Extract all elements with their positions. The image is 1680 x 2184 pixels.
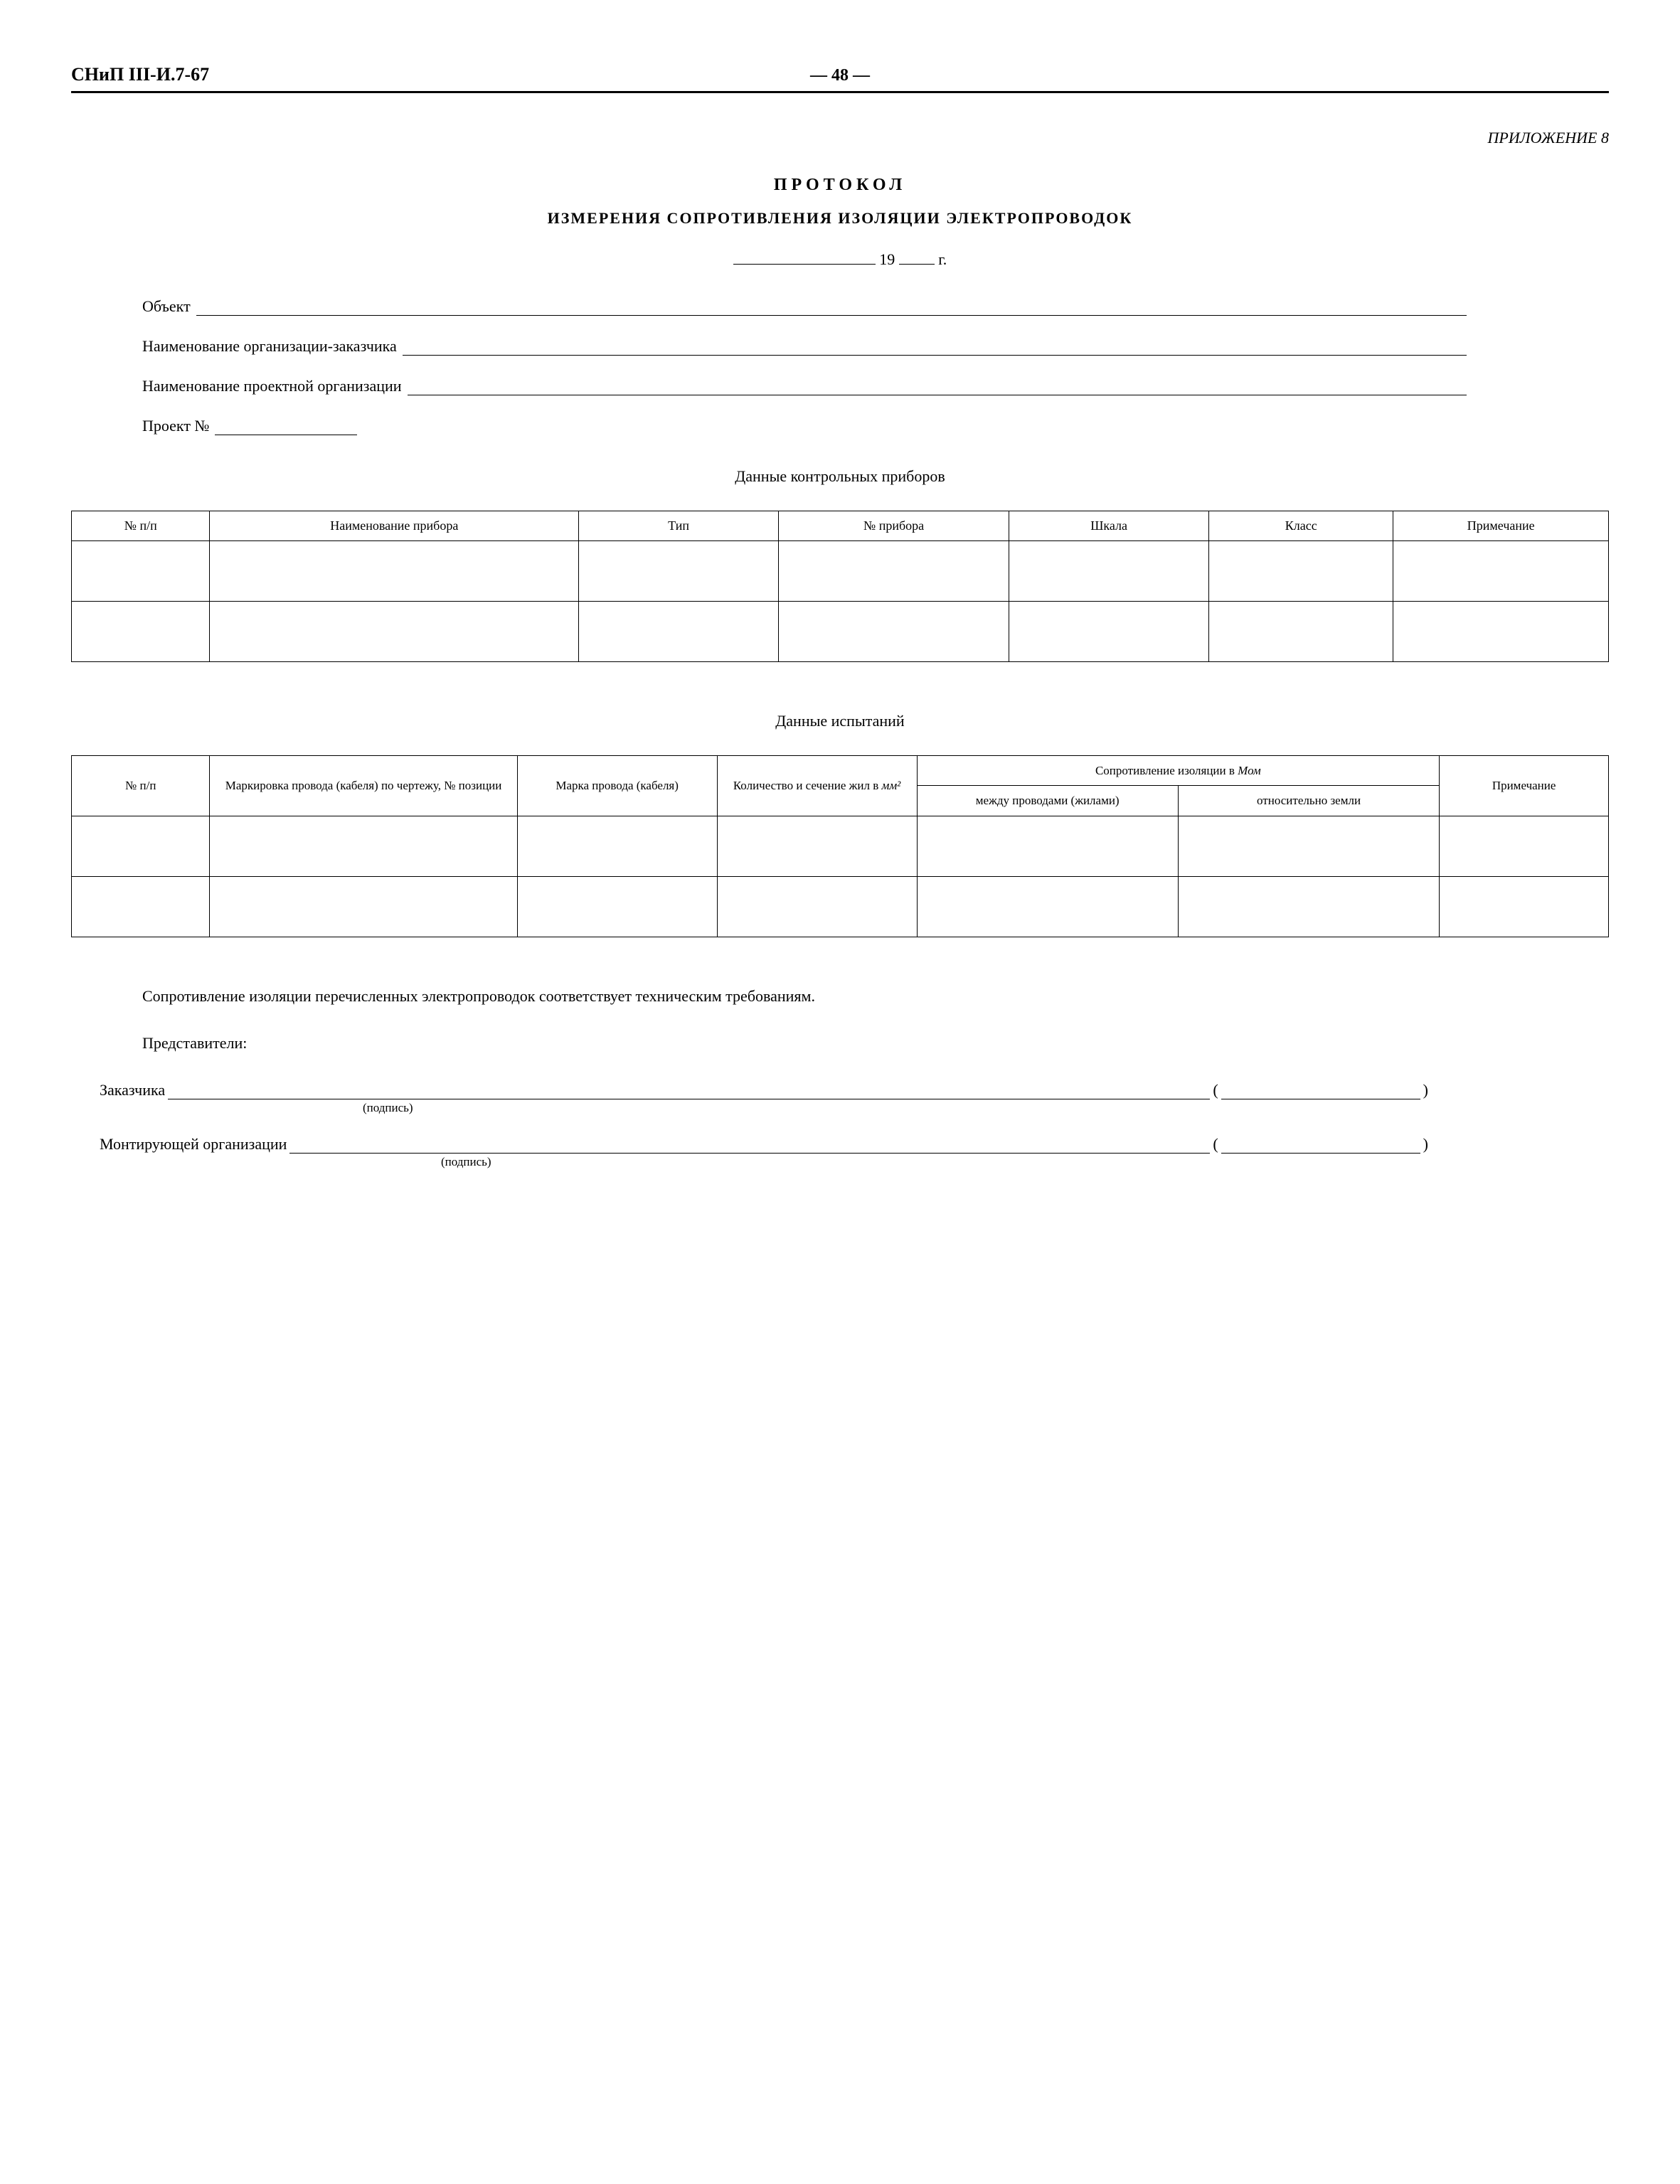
col-type: Тип xyxy=(579,511,779,541)
sig-customer-caption: (подпись) xyxy=(363,1101,1431,1115)
field-object: Объект xyxy=(142,297,1467,316)
document-code: СНиП III-И.7-67 xyxy=(71,64,209,85)
paren-close: ) xyxy=(1423,1135,1428,1154)
col2-qty-section: Количество и сечение жил в мм² xyxy=(717,756,917,816)
conclusion-text: Сопротивление изоляции перечисленных эле… xyxy=(142,987,1609,1006)
col-instrument-no: № прибора xyxy=(779,511,1009,541)
col2-npp: № п/п xyxy=(72,756,210,816)
tests-table: № п/п Маркировка провода (кабеля) по чер… xyxy=(71,755,1609,937)
field-customer-org-underline xyxy=(403,340,1467,356)
paren-open: ( xyxy=(1213,1135,1218,1154)
col-scale: Шкала xyxy=(1009,511,1209,541)
date-line: 19 г. xyxy=(71,249,1609,269)
field-customer-org: Наименование организации-заказчика xyxy=(142,337,1467,356)
field-object-label: Объект xyxy=(142,297,191,316)
date-blank-day-month xyxy=(733,249,876,265)
field-design-org-label: Наименование проектной организации xyxy=(142,377,402,395)
col-class: Класс xyxy=(1209,511,1393,541)
signature-line: Монтирующей организации ( ) xyxy=(100,1135,1431,1154)
paren-close: ) xyxy=(1423,1081,1428,1099)
table-row xyxy=(72,876,1609,937)
date-blank-year xyxy=(899,249,935,265)
sig-customer-name-underline xyxy=(1221,1084,1420,1099)
table-row xyxy=(72,816,1609,876)
appendix-label: ПРИЛОЖЕНИЕ 8 xyxy=(71,129,1609,147)
sig-customer-label: Заказчика xyxy=(100,1081,165,1099)
field-project-no-label: Проект № xyxy=(142,417,209,435)
instruments-table: № п/п Наименование прибора Тип № прибора… xyxy=(71,511,1609,662)
field-object-underline xyxy=(196,300,1467,316)
protocol-title: ПРОТОКОЛ xyxy=(71,176,1609,195)
date-year-suffix: г. xyxy=(938,250,947,268)
page-number: — 48 — xyxy=(810,66,870,85)
table-row xyxy=(72,602,1609,662)
col-instrument-name: Наименование прибора xyxy=(210,511,579,541)
sig-contractor-underline xyxy=(289,1138,1210,1154)
table-header-row-1: № п/п Маркировка провода (кабеля) по чер… xyxy=(72,756,1609,786)
page-header: СНиП III-И.7-67 — 48 — xyxy=(71,64,1609,93)
col2-note: Примечание xyxy=(1440,756,1609,816)
protocol-subtitle: ИЗМЕРЕНИЯ СОПРОТИВЛЕНИЯ ИЗОЛЯЦИИ ЭЛЕКТРО… xyxy=(71,209,1609,228)
sig-contractor-caption: (подпись) xyxy=(441,1155,1431,1169)
field-design-org: Наименование проектной организации xyxy=(142,377,1467,395)
field-design-org-underline xyxy=(408,380,1467,395)
sig-contractor-label: Монтирующей организации xyxy=(100,1135,287,1154)
field-project-no-underline xyxy=(215,420,357,435)
date-year-prefix: 19 xyxy=(879,250,895,268)
col-note: Примечание xyxy=(1393,511,1609,541)
col2-to-ground: относительно земли xyxy=(1178,786,1439,816)
col2-resistance-header: Сопротивление изоляции в Мом xyxy=(917,756,1440,786)
sig-customer-underline xyxy=(168,1084,1210,1099)
signature-customer: Заказчика ( ) (подпись) xyxy=(100,1081,1431,1115)
section2-heading: Данные испытаний xyxy=(71,712,1609,730)
col2-between-wires: между проводами (жилами) xyxy=(917,786,1178,816)
col2-brand: Марка провода (кабеля) xyxy=(517,756,717,816)
signature-contractor: Монтирующей организации ( ) (подпись) xyxy=(100,1135,1431,1169)
table-row xyxy=(72,541,1609,602)
representatives-label: Представители: xyxy=(142,1034,1609,1053)
field-customer-org-label: Наименование организации-заказчика xyxy=(142,337,397,356)
table-header-row: № п/п Наименование прибора Тип № прибора… xyxy=(72,511,1609,541)
paren-open: ( xyxy=(1213,1081,1218,1099)
field-project-no: Проект № xyxy=(142,417,1467,435)
col2-marking: Маркировка провода (кабеля) по чертежу, … xyxy=(210,756,517,816)
sig-contractor-name-underline xyxy=(1221,1138,1420,1154)
col-npp: № п/п xyxy=(72,511,210,541)
form-fields: Объект Наименование организации-заказчик… xyxy=(142,297,1467,435)
signature-line: Заказчика ( ) xyxy=(100,1081,1431,1099)
section1-heading: Данные контрольных приборов xyxy=(71,467,1609,486)
